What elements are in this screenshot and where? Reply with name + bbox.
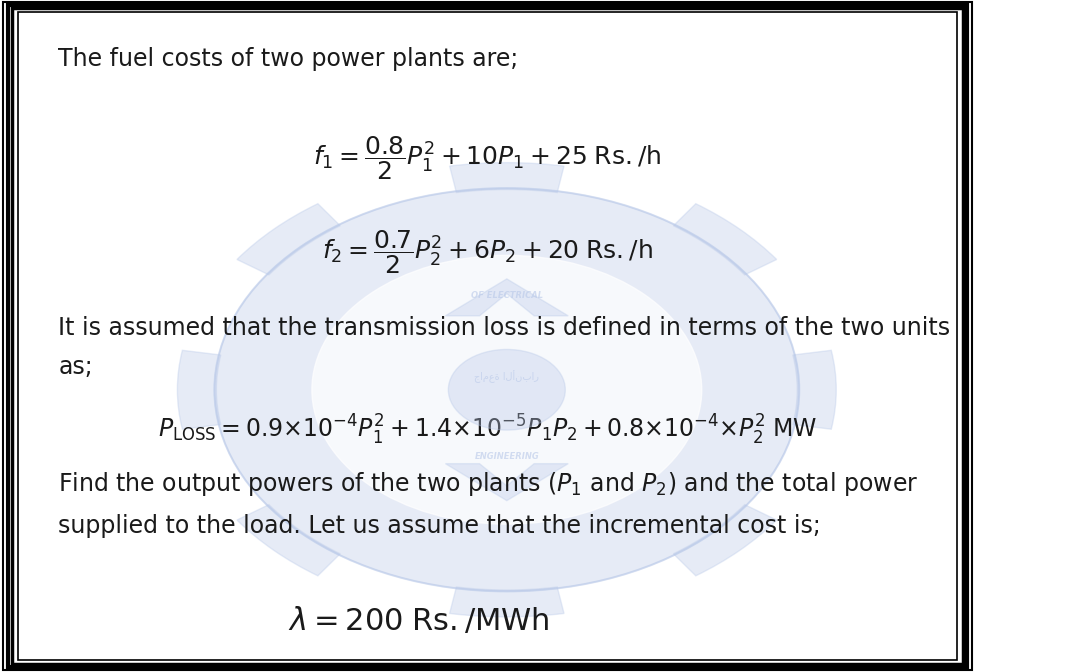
Wedge shape [674,204,777,275]
Text: $\lambda = 200 \; \mathrm{Rs./MWh}$: $\lambda = 200 \; \mathrm{Rs./MWh}$ [288,605,550,636]
Text: Find the output powers of the two plants ($P_1$ and $P_2$) and the total power
s: Find the output powers of the two plants… [58,470,919,538]
Text: It is assumed that the transmission loss is defined in terms of the two units
as: It is assumed that the transmission loss… [58,316,950,379]
Circle shape [215,188,799,591]
Wedge shape [449,163,564,193]
Text: $f_1 = \dfrac{0.8}{2}P_1^2 + 10P_1 + 25 \; \mathrm{Rs./h}$: $f_1 = \dfrac{0.8}{2}P_1^2 + 10P_1 + 25 … [313,134,661,182]
Wedge shape [237,204,340,275]
Text: ENGINEERING: ENGINEERING [474,452,539,462]
Wedge shape [674,505,777,576]
Polygon shape [445,279,568,316]
Text: The fuel costs of two power plants are;: The fuel costs of two power plants are; [58,47,518,71]
Circle shape [448,349,565,430]
Polygon shape [445,464,568,501]
Text: $P_{\mathrm{LOSS}} = 0.9{\times}10^{-4}P_1^2 + 1.4{\times}10^{-5}P_1P_2 + 0.8{\t: $P_{\mathrm{LOSS}} = 0.9{\times}10^{-4}P… [158,413,816,448]
Text: $f_2 = \dfrac{0.7}{2}P_2^2 + 6P_2 + 20 \; \mathrm{Rs./h}$: $f_2 = \dfrac{0.7}{2}P_2^2 + 6P_2 + 20 \… [322,228,652,276]
Wedge shape [449,587,564,617]
Wedge shape [237,505,340,576]
Text: جامعة الأنبار: جامعة الأنبار [474,370,539,383]
Wedge shape [793,350,836,429]
Text: OF ELECTRICAL: OF ELECTRICAL [471,291,543,300]
Circle shape [312,255,702,524]
Wedge shape [177,350,220,429]
